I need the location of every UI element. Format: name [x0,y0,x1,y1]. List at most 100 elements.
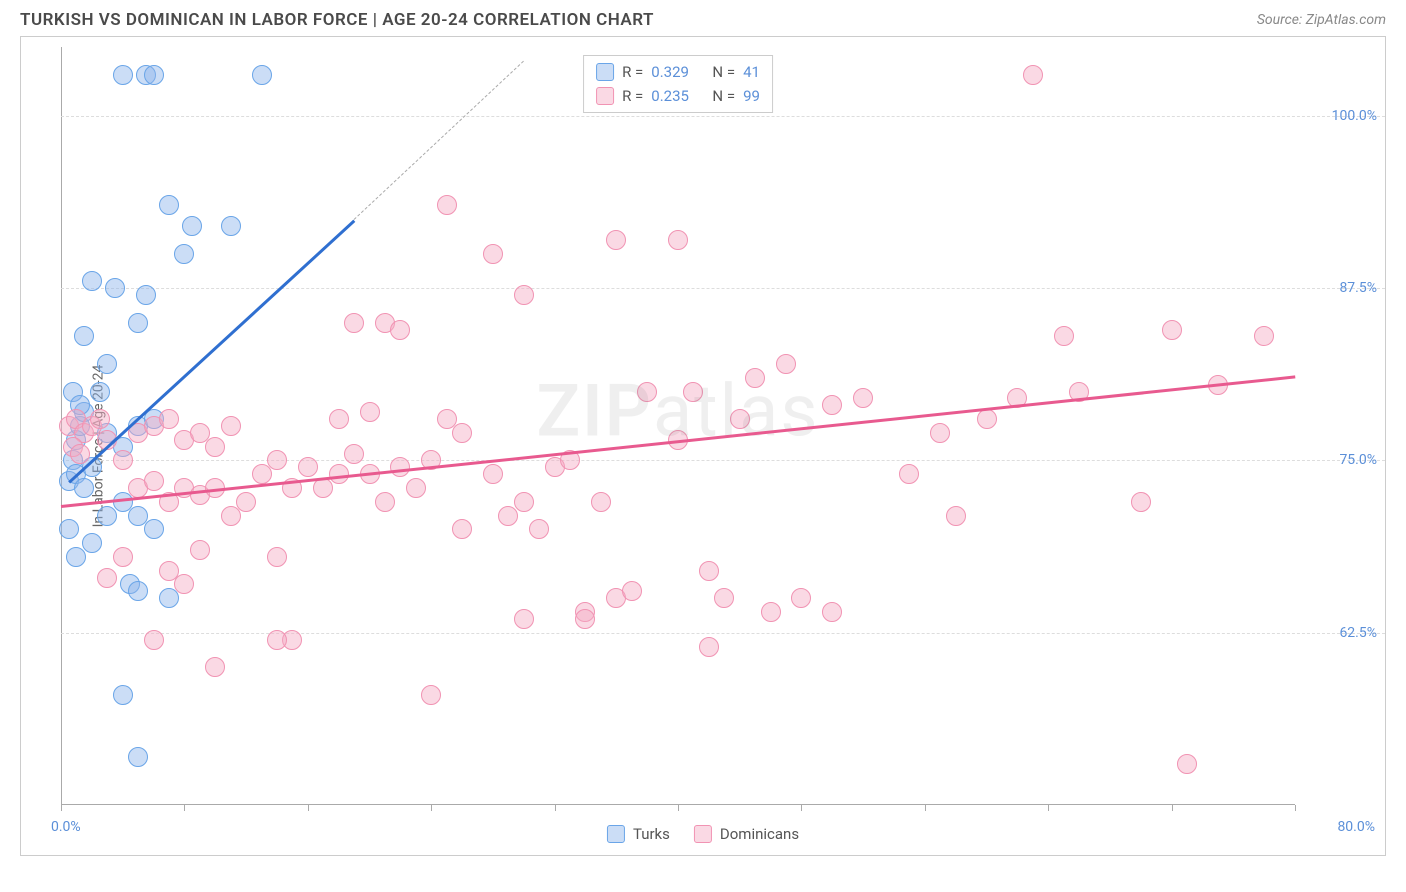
scatter-point [437,195,457,215]
scatter-point [90,409,110,429]
x-tick [801,805,802,811]
scatter-point [514,609,534,629]
y-tick-label: 62.5% [1339,625,1377,641]
scatter-point [699,637,719,657]
x-tick [555,805,556,811]
scatter-point [730,409,750,429]
scatter-point [529,519,549,539]
gridline-h [61,288,1385,289]
scatter-point [128,313,148,333]
scatter-point [1254,326,1274,346]
scatter-point [946,506,966,526]
x-axis-max-label: 80.0% [1337,819,1375,835]
scatter-point [344,313,364,333]
x-tick [678,805,679,811]
x-tick [61,805,62,811]
x-tick [308,805,309,811]
scatter-point [1023,65,1043,85]
scatter-point [899,464,919,484]
scatter-point [329,409,349,429]
scatter-point [97,354,117,374]
scatter-point [82,271,102,291]
legend-row-dominicans: R = 0.235 N = 99 [596,84,760,108]
scatter-point [97,506,117,526]
scatter-point [144,519,164,539]
scatter-point [74,326,94,346]
scatter-point [344,444,364,464]
scatter-point [822,395,842,415]
scatter-point [144,471,164,491]
scatter-point [375,492,395,512]
scatter-point [452,519,472,539]
scatter-point [267,547,287,567]
legend-item-turks: Turks [607,825,670,843]
scatter-point [70,444,90,464]
gridline-h [61,116,1385,117]
scatter-point [174,574,194,594]
scatter-point [745,368,765,388]
x-tick [925,805,926,811]
scatter-point [128,581,148,601]
scatter-point [406,478,426,498]
n-value-turks: 41 [743,60,760,84]
scatter-point [668,230,688,250]
x-tick [1048,805,1049,811]
gridline-h [61,460,1385,461]
scatter-point [298,457,318,477]
scatter-point [776,354,796,374]
scatter-point [622,581,642,601]
scatter-point [421,685,441,705]
chart-title: TURKISH VS DOMINICAN IN LABOR FORCE | AG… [20,10,654,30]
scatter-point [977,409,997,429]
legend-label-turks: Turks [633,825,670,843]
chart-container: In Labor Force | Age 20-24 ZIPatlas R = … [20,36,1386,856]
scatter-point [267,450,287,470]
scatter-point [128,747,148,767]
y-tick-label: 100.0% [1332,108,1377,124]
scatter-point [267,630,287,650]
scatter-point [205,437,225,457]
scatter-point [483,464,503,484]
scatter-point [236,492,256,512]
scatter-point [105,278,125,298]
scatter-point [360,402,380,422]
scatter-point [174,244,194,264]
r-label: R = [622,60,643,84]
x-tick [184,805,185,811]
scatter-point [791,588,811,608]
scatter-point [591,492,611,512]
scatter-point [221,216,241,236]
scatter-point [514,492,534,512]
scatter-point [66,547,86,567]
chart-header: TURKISH VS DOMINICAN IN LABOR FORCE | AG… [0,0,1406,36]
r-label: R = [622,84,643,108]
legend-swatch-turks-bottom [607,825,625,843]
n-label: N = [712,84,735,108]
plot-area: ZIPatlas R = 0.329 N = 41 R = 0.235 N = … [61,47,1295,805]
scatter-point [221,416,241,436]
trend-line [61,375,1295,507]
watermark-bold: ZIP [536,368,652,453]
scatter-point [113,685,133,705]
scatter-point [313,478,333,498]
scatter-point [74,478,94,498]
scatter-point [82,533,102,553]
legend-swatch-dominicans [596,87,614,105]
scatter-point [97,568,117,588]
r-value-dominicans: 0.235 [651,84,689,108]
scatter-point [452,423,472,443]
scatter-point [930,423,950,443]
r-value-turks: 0.329 [651,60,689,84]
scatter-point [390,320,410,340]
scatter-point [159,409,179,429]
n-value-dominicans: 99 [743,84,760,108]
x-tick [431,805,432,811]
scatter-point [714,588,734,608]
correlation-legend: R = 0.329 N = 41 R = 0.235 N = 99 [583,55,773,113]
trend-line-extension [354,61,524,220]
scatter-point [514,285,534,305]
scatter-point [1162,320,1182,340]
scatter-point [637,382,657,402]
scatter-point [575,609,595,629]
scatter-point [221,506,241,526]
